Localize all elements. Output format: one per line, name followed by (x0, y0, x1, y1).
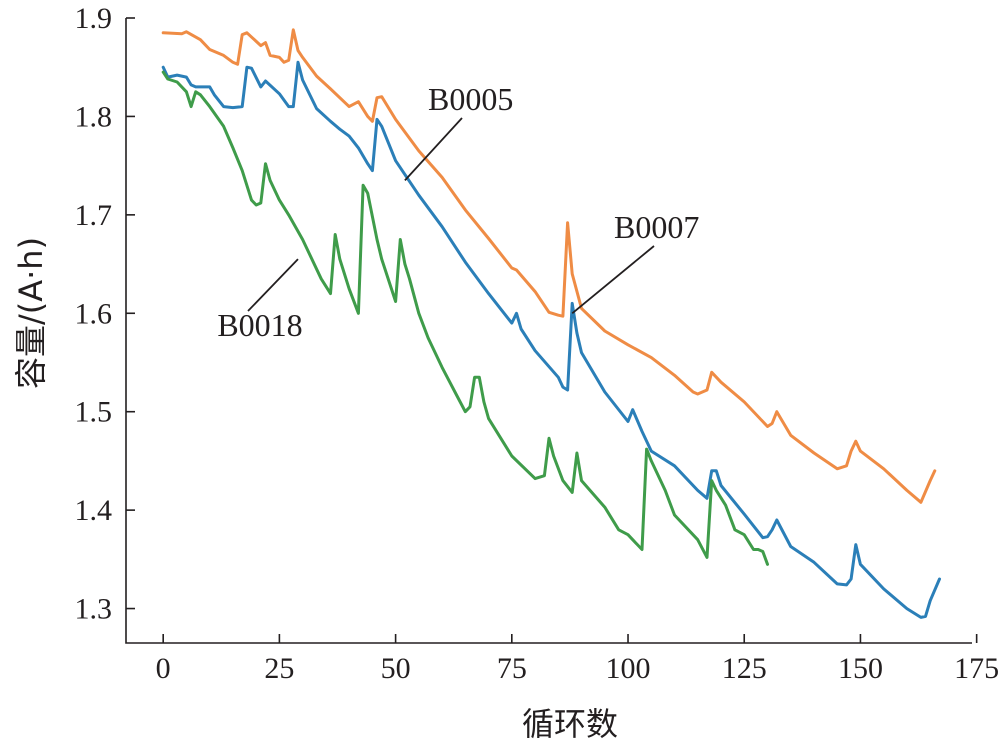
x-tick-label: 25 (264, 652, 294, 685)
y-axis-title: 容量/(A·h) (12, 237, 50, 389)
series-label-b0005: B0005 (428, 81, 513, 117)
plot-frame (125, 18, 972, 644)
series-label-b0007: B0007 (614, 209, 699, 245)
y-tick-label: 1.4 (75, 494, 113, 527)
leader-line-b0005 (404, 117, 463, 182)
ticks: 1.3 1.4 1.5 1.6 1.7 1.8 1.9 0 25 50 75 100 125 150 175 (75, 2, 1000, 685)
x-tick-label: 75 (497, 652, 527, 685)
leader-line-b0007 (571, 245, 655, 314)
axes (125, 18, 972, 644)
y-tick-label: 1.8 (75, 100, 113, 133)
x-tick-label: 0 (156, 652, 171, 685)
x-tick-label: 150 (838, 652, 883, 685)
x-tick-label: 175 (954, 652, 999, 685)
y-tick-label: 1.5 (75, 396, 113, 429)
series-label-b0018: B0018 (217, 307, 302, 343)
x-tick-label: 50 (381, 652, 411, 685)
x-tick-label: 125 (722, 652, 767, 685)
series-line-b0005 (161, 60, 941, 619)
series-lines (161, 28, 941, 619)
x-axis-title: 循环数 (522, 705, 618, 743)
series-line-b0018 (161, 70, 769, 566)
x-tick-label: 100 (606, 652, 651, 685)
series-line-b0007 (161, 28, 937, 504)
y-tick-label: 1.3 (75, 593, 113, 626)
y-tick-label: 1.7 (75, 199, 113, 232)
leader-line-b0018 (247, 258, 299, 312)
y-tick-label: 1.6 (75, 297, 113, 330)
y-tick-label: 1.9 (75, 2, 113, 35)
series-labels: B0007 B0005 B0018 (217, 81, 699, 343)
